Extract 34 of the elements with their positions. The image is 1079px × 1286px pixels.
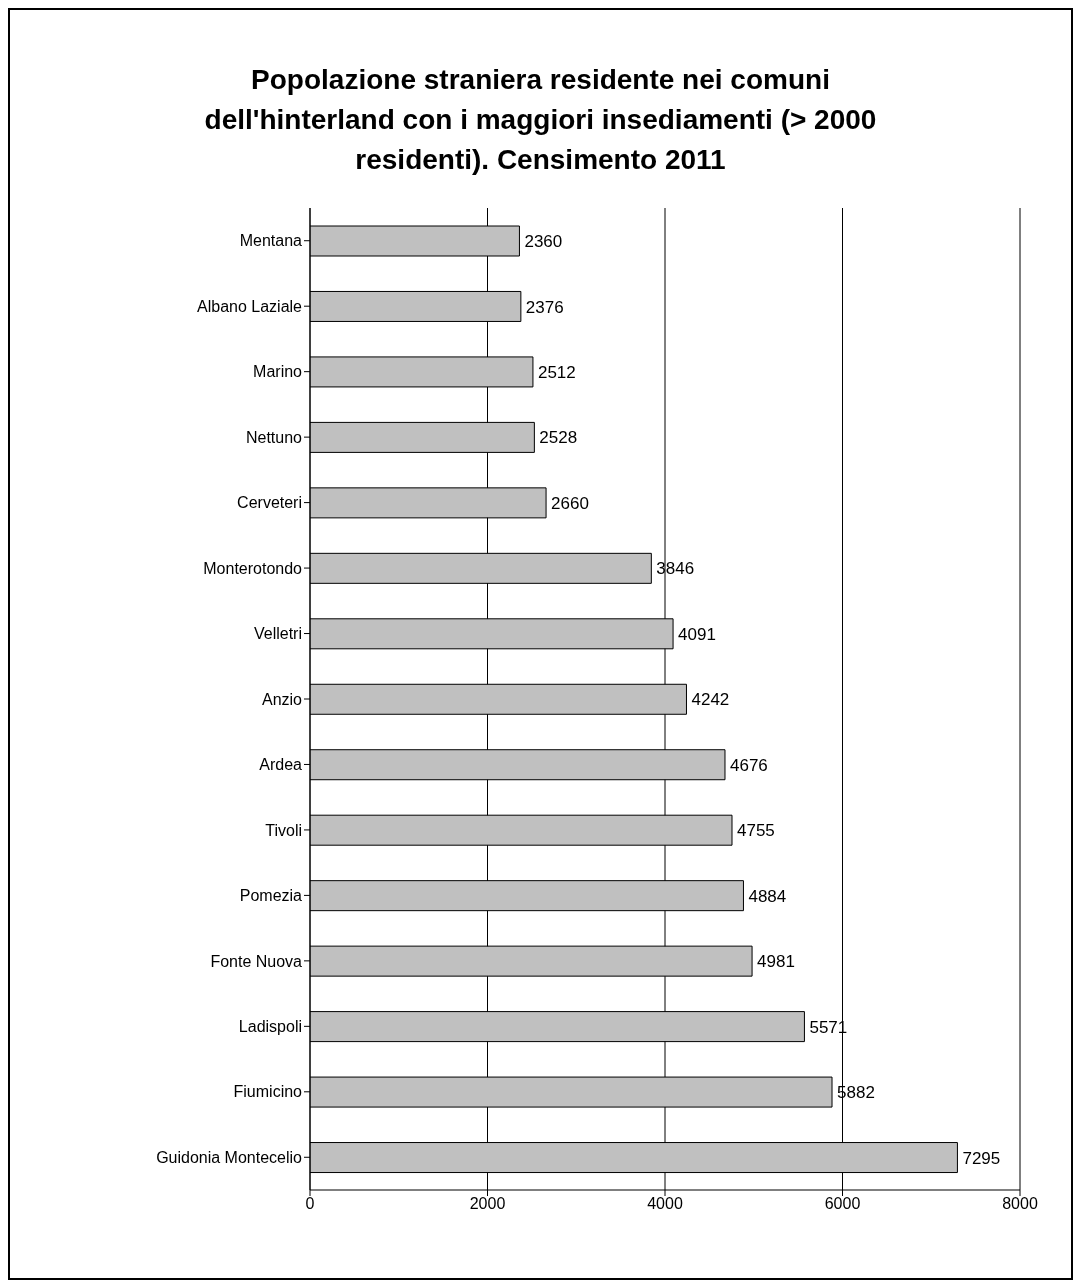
x-tick-label: 8000 (1002, 1195, 1038, 1213)
y-tick-label: Fonte Nuova (210, 952, 303, 970)
y-tick-label: Ardea (259, 756, 303, 774)
y-tick-label: Anzio (261, 690, 303, 708)
data-label: 2660 (551, 493, 589, 513)
y-tick-label: Ladispoli (238, 1018, 302, 1036)
data-label: 4091 (678, 624, 716, 644)
data-label: 4242 (691, 690, 730, 710)
y-tick-label: Cerveteri (237, 494, 302, 512)
y-tick-label: Velletri (253, 625, 302, 643)
data-label: 4676 (729, 755, 768, 775)
y-tick-label: Nettuno (245, 428, 303, 446)
y-tick-label: Guidonia Montecelio (156, 1148, 303, 1166)
data-label: 4884 (748, 886, 787, 906)
data-label: 2376 (525, 297, 564, 317)
y-tick-label: Pomezia (239, 887, 303, 905)
y-tick-label: Fiumicino (233, 1083, 303, 1101)
chart-title: Popolazione straniera residente nei comuni dell'hinterland con i maggiori insediamenti (> 2000 residenti). Censimento 2011 (203, 63, 878, 177)
x-tick-label: 0 (305, 1195, 315, 1213)
x-tick-label: 4000 (647, 1195, 683, 1213)
data-label: 4981 (757, 952, 795, 972)
y-tick-label: Albano Laziale (197, 297, 303, 315)
x-tick-label: 2000 (469, 1195, 506, 1213)
data-label: 7295 (962, 1148, 1001, 1168)
y-tick-label: Monterotondo (203, 559, 303, 577)
y-tick-label: Tivoli (265, 821, 302, 839)
data-label: 2528 (539, 428, 578, 448)
data-label: 2512 (537, 362, 576, 382)
data-label: 4755 (737, 821, 775, 841)
x-tick-label: 6000 (824, 1195, 861, 1213)
y-tick-label: Marino (253, 363, 303, 381)
data-label: 3846 (656, 559, 695, 579)
y-tick-label: Mentana (239, 232, 303, 250)
data-label: 2360 (524, 232, 563, 252)
